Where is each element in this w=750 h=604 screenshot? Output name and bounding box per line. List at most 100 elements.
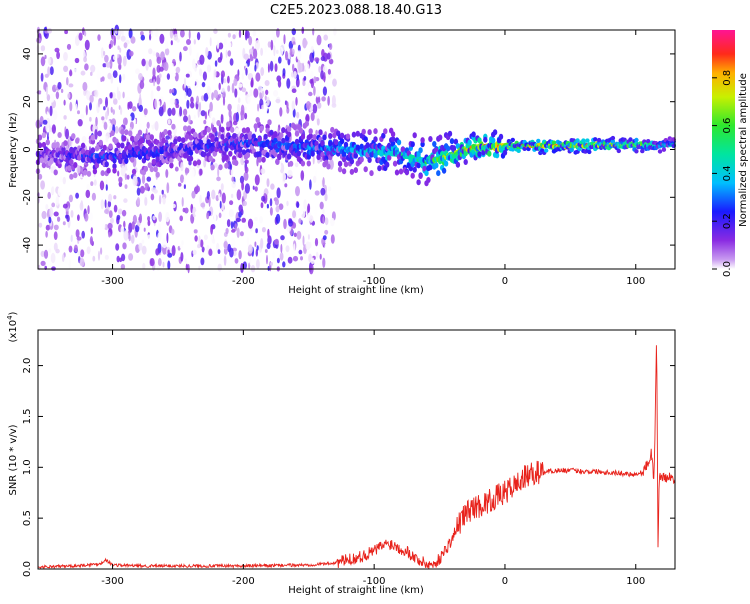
spectrogram-cell	[295, 96, 298, 106]
spectrogram-ridge-cell	[216, 120, 221, 126]
spectrogram-cell	[202, 122, 205, 132]
spectrogram-cell	[188, 114, 191, 125]
spectrogram-cell	[324, 217, 329, 226]
spectrogram-cell	[253, 88, 259, 98]
spectrogram-cell	[283, 172, 286, 182]
spectrogram-cell	[266, 254, 268, 265]
spectrogram-cell	[122, 91, 125, 99]
spectrogram-cell	[201, 81, 206, 88]
spectrogram-cell	[267, 63, 270, 73]
spectrogram-cell	[213, 69, 217, 78]
spectrogram-cell	[95, 116, 98, 127]
spectrogram-cell	[176, 221, 182, 227]
spectrogram-cell	[79, 202, 84, 211]
spectrogram-cell	[241, 217, 246, 223]
spectrogram-cell	[142, 262, 146, 270]
spectrogram-ridge-cell	[281, 137, 286, 144]
spectrogram-ridge-cell	[188, 150, 194, 156]
spectrogram-cell	[149, 115, 155, 126]
spectrogram-cell	[190, 101, 195, 109]
spectrogram-cell	[81, 136, 87, 143]
spectrogram-cell	[229, 58, 234, 66]
spectrogram-cell	[150, 193, 155, 201]
spectrogram-cell	[119, 74, 122, 84]
spectrogram-cell	[108, 210, 113, 219]
spectrogram-cell	[250, 77, 254, 88]
spectrogram-ridge-cell	[234, 160, 239, 166]
spectrogram-cell	[105, 111, 108, 120]
spectrogram-cell	[285, 245, 290, 253]
spectrogram-cell	[128, 234, 131, 242]
snr-x-axis-label: Height of straight line (km)	[288, 585, 424, 596]
spectrogram-cell	[215, 195, 219, 202]
spectrogram-cell	[131, 221, 135, 230]
spectrogram-ridge-cell	[37, 173, 43, 180]
spectrogram-cell	[53, 211, 59, 217]
spectrogram-cell	[132, 175, 138, 187]
spectrogram-cell	[314, 238, 319, 247]
spectrogram-cell	[170, 40, 173, 46]
spectrogram-cell	[291, 100, 295, 111]
spectrogram-ridge-cell	[220, 126, 225, 133]
spectrogram-cell	[59, 126, 62, 134]
spectrogram-cell	[218, 212, 222, 219]
spectrogram-ridge-cell	[471, 131, 476, 138]
spectrogram-cell	[203, 93, 209, 102]
spectrogram-ridge-cell	[196, 159, 202, 166]
spectrogram-cell	[314, 190, 320, 196]
spectrogram-cell	[328, 43, 333, 50]
spectrogram-cell	[48, 131, 54, 140]
spectrogram-cell	[182, 207, 186, 213]
spectrogram-cell	[121, 209, 127, 217]
spectrogram-cell	[47, 27, 52, 34]
spectrogram-cell	[134, 118, 137, 124]
spectrogram-cell	[248, 36, 253, 46]
spectrogram-ridge-cell	[273, 131, 278, 138]
spectrogram-y-tick-label: 20	[22, 95, 33, 108]
spectrogram-cell	[47, 57, 51, 65]
spectrogram-x-tick-label: 0	[502, 276, 508, 287]
spectrogram-cell	[254, 217, 258, 221]
spectrogram-cell	[208, 196, 211, 207]
colorbar: 0.0 0.2 0.4 0.6 0.8 Normalized spectral ampl…	[712, 30, 749, 277]
spectrogram-ridge-cell	[373, 128, 378, 135]
spectrogram-ridge-cell	[120, 128, 125, 135]
spectrogram-cell	[196, 52, 200, 62]
spectrogram-cell	[215, 180, 219, 187]
spectrogram-ridge-cell	[75, 137, 80, 144]
spectrogram-ridge-cell	[326, 163, 331, 170]
spectrogram-cell	[216, 40, 220, 50]
spectrogram-ridge-cell	[377, 165, 382, 172]
spectrogram-cell	[244, 29, 248, 41]
spectrogram-ridge-cell	[320, 140, 325, 147]
spectrogram-cell	[175, 103, 180, 109]
spectrogram-cell	[199, 54, 205, 65]
spectrogram-x-ticks: -300 -200 -100 0 100	[101, 30, 645, 287]
spectrogram-cell	[253, 48, 258, 60]
spectrogram-ridge-cell	[410, 172, 415, 179]
spectrogram-ridge-cell	[420, 137, 425, 144]
spectrogram-cell	[254, 186, 258, 192]
spectrogram-ridge-cell	[41, 141, 47, 148]
snr-y-tick-label: 1.0	[22, 459, 33, 475]
spectrogram-cell	[144, 215, 147, 221]
spectrogram-cell	[260, 202, 264, 209]
spectrogram-cell	[109, 48, 112, 54]
spectrogram-cell	[320, 175, 323, 181]
spectrogram-cell	[189, 244, 193, 249]
spectrogram-cell	[102, 63, 107, 68]
spectrogram-cell	[50, 166, 54, 174]
spectrogram-cell	[256, 259, 260, 269]
spectrogram-cell	[283, 218, 287, 230]
spectrogram-cell	[291, 166, 295, 172]
spectrogram-cell	[319, 223, 324, 232]
spectrogram-cell	[328, 58, 334, 65]
spectrogram-cell	[107, 120, 111, 127]
spectrogram-cell	[226, 219, 231, 228]
spectrogram-cell	[320, 187, 326, 196]
spectrogram-cell	[121, 253, 126, 262]
spectrogram-cell	[159, 66, 164, 72]
spectrogram-cell	[107, 222, 113, 230]
spectrogram-cell	[227, 50, 232, 57]
spectrogram-ridge-cell	[410, 141, 415, 148]
